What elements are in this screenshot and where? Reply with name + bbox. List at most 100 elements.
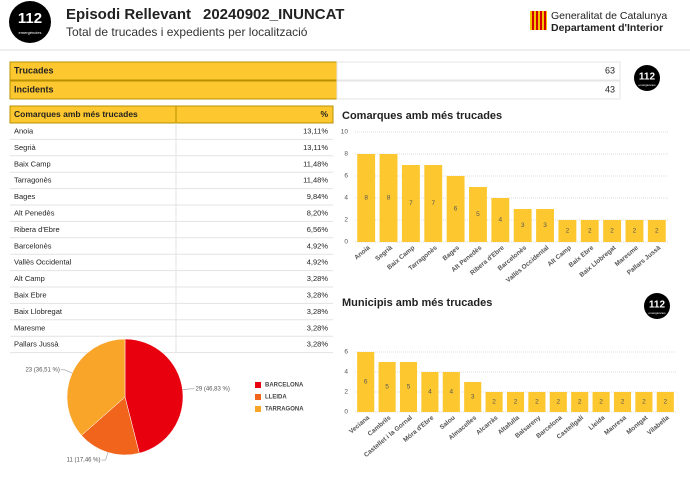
logo-sub: emergències [638, 83, 656, 87]
bar [656, 392, 674, 412]
pie-leader [101, 452, 109, 461]
bar [506, 392, 525, 412]
table-cell: 3,28% [307, 290, 329, 299]
bar [469, 187, 487, 242]
y-tick-label: 6 [344, 349, 348, 356]
legend-label: TARRAGONA [265, 407, 304, 413]
table-cell: 3,28% [307, 340, 329, 349]
legend-swatch [255, 394, 261, 400]
x-tick-label: Vallès Occidental [505, 244, 551, 284]
bar [421, 372, 439, 412]
pie-slice [124, 338, 184, 454]
bar-value-label: 7 [431, 200, 435, 207]
header-code: 20240902_INUNCAT [203, 6, 344, 23]
header-title: Episodi Rellevant [66, 6, 191, 23]
summary-label-cell [9, 80, 338, 100]
bar-value-label: 2 [663, 399, 667, 406]
summary-label: Trucades [14, 65, 54, 75]
legend-swatch [255, 406, 261, 412]
x-tick-label: Salou [439, 414, 457, 431]
summary-value-cell [336, 61, 621, 81]
bar [613, 392, 632, 412]
logo-sub: emergències [648, 311, 666, 315]
bar-value-label: 5 [407, 384, 411, 391]
table-cell: 3,28% [307, 323, 329, 332]
bar [442, 372, 460, 412]
org-emblem [530, 11, 547, 30]
table-cell: Anoia [14, 126, 34, 135]
bar [357, 154, 376, 242]
table-cell: Bages [14, 192, 36, 201]
chart-title: Municipis amb més trucades [342, 297, 492, 309]
logo-text: 112 [639, 72, 656, 83]
bar [357, 352, 375, 412]
table-cell: 6,56% [307, 225, 329, 234]
x-tick-label: Lleida [588, 414, 607, 432]
bar-value-label: 2 [578, 399, 582, 406]
bar-value-label: 2 [566, 228, 570, 235]
legend-label: BARCELONA [265, 383, 304, 389]
bar-value-label: 8 [364, 195, 368, 202]
chart-title: Comarques amb més trucades [342, 110, 502, 122]
table-cell: Alt Penedès [14, 208, 55, 217]
bar-value-label: 4 [428, 389, 432, 396]
table-cell: 9,84% [307, 192, 329, 201]
bar [378, 362, 396, 412]
bar [485, 392, 503, 412]
x-tick-label: Manresa [603, 414, 628, 437]
table-cell: Ribera d'Ebre [14, 225, 60, 234]
summary-value: 43 [605, 84, 615, 94]
org-name: Generalitat de Catalunya [551, 10, 667, 22]
bar [401, 165, 420, 242]
bar [558, 220, 577, 242]
table-cell: 8,20% [307, 208, 329, 217]
summary-value-cell [336, 80, 621, 100]
bar [446, 176, 465, 242]
logo-text: 112 [649, 300, 666, 311]
table-cell: Vallès Occidental [14, 258, 72, 267]
bar-value-label: 2 [514, 399, 518, 406]
pie-label: 11 (17,46 %) [67, 458, 101, 464]
table-cell: 13,11% [303, 126, 328, 135]
bar-value-label: 2 [633, 228, 637, 235]
bar [464, 382, 482, 412]
table-cell: Maresme [14, 323, 45, 332]
table-cell: Baix Ebre [14, 290, 47, 299]
bar [549, 392, 567, 412]
bar-value-label: 3 [521, 222, 525, 229]
bar-value-label: 6 [364, 379, 368, 386]
legend-label: LLEIDA [265, 395, 287, 401]
bar [571, 392, 589, 412]
bar [513, 209, 532, 242]
pie-label: 23 (36,51 %) [25, 367, 59, 373]
summary-label-cell [9, 61, 338, 81]
table-cell: Barcelonès [14, 241, 52, 250]
bar-value-label: 4 [499, 217, 503, 224]
bar [528, 392, 546, 412]
table-cell: 11,48% [303, 159, 328, 168]
x-tick-label: Alcarràs [475, 414, 500, 436]
x-tick-label: Segrià [374, 244, 394, 262]
table-cell: Segrià [14, 143, 37, 152]
y-tick-label: 10 [341, 129, 349, 136]
bar-value-label: 2 [599, 399, 603, 406]
y-tick-label: 4 [344, 369, 348, 376]
bar [592, 392, 610, 412]
legend-swatch [255, 382, 261, 388]
org-emblem-stripes [532, 11, 546, 30]
bar [424, 165, 443, 242]
logo-text: 112 [18, 10, 42, 27]
logo [634, 65, 660, 91]
table-cell: Pallars Jussà [14, 340, 59, 349]
y-tick-label: 8 [344, 151, 348, 158]
bar-value-label: 4 [449, 389, 453, 396]
table-header-cell [175, 105, 334, 124]
bar-value-label: 5 [476, 211, 480, 218]
bar [603, 220, 622, 242]
y-tick-label: 0 [344, 239, 348, 246]
pie-label: 29 (46,83 %) [195, 386, 229, 392]
bar [647, 220, 666, 242]
bar-value-label: 2 [535, 399, 539, 406]
bar-value-label: 2 [610, 228, 614, 235]
